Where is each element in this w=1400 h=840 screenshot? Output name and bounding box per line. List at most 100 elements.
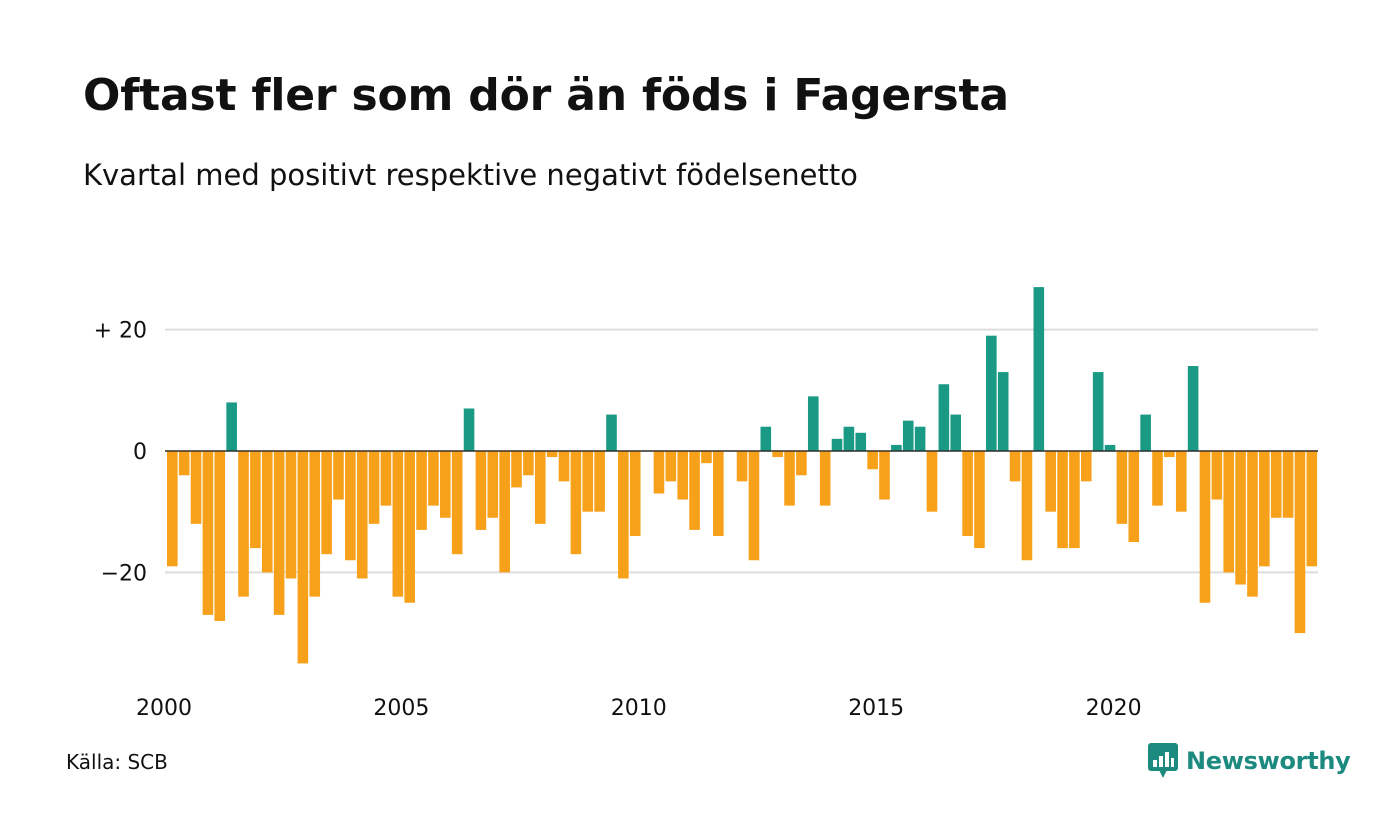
- bar: [677, 451, 689, 500]
- bar: [1187, 366, 1199, 451]
- bar: [1306, 451, 1318, 567]
- bar: [582, 451, 594, 512]
- bar: [1128, 451, 1140, 543]
- bar: [333, 451, 344, 500]
- bar: [178, 451, 190, 476]
- bar: [167, 451, 178, 567]
- bar: [1104, 444, 1116, 451]
- source-note: Källa: SCB: [66, 750, 168, 774]
- y-tick-label: 0: [133, 440, 147, 465]
- bar: [772, 451, 783, 458]
- brand-name: Newsworthy: [1186, 747, 1351, 775]
- bar: [297, 451, 309, 664]
- axis-labels: + 20 0 −20 2000 2005 2010 2015 2020: [94, 319, 1142, 721]
- bar: [1164, 451, 1175, 458]
- bar: [606, 414, 617, 451]
- bar: [321, 451, 332, 555]
- bar: [701, 451, 712, 464]
- bar: [1223, 451, 1235, 573]
- bar: [1080, 451, 1092, 482]
- bar: [1199, 451, 1211, 603]
- bar: [392, 451, 404, 597]
- bar: [475, 451, 487, 530]
- bar: [1259, 451, 1270, 567]
- bar: [867, 451, 878, 470]
- bar: [831, 438, 843, 451]
- bar: [404, 451, 415, 603]
- bar: [202, 451, 214, 615]
- chart-subtitle: Kvartal med positivt respektive negativt…: [83, 158, 858, 192]
- bar: [499, 451, 510, 573]
- bar: [926, 451, 938, 512]
- bar: [1045, 451, 1056, 512]
- x-tick-label: 2010: [611, 696, 667, 721]
- bar: [428, 451, 439, 506]
- bar: [748, 451, 760, 561]
- bar: [1247, 451, 1258, 597]
- bar: [451, 451, 463, 555]
- bar: [914, 426, 926, 451]
- bar: [1069, 451, 1080, 549]
- bar: [1033, 287, 1045, 451]
- bar: [226, 402, 237, 451]
- bar: [214, 451, 226, 621]
- bar: [962, 451, 973, 536]
- bar: [689, 451, 700, 530]
- bar: [1152, 451, 1163, 506]
- bar: [1211, 451, 1223, 500]
- bar: [736, 451, 748, 482]
- bar: [1282, 451, 1294, 518]
- bar: [546, 451, 558, 458]
- bar: [629, 451, 641, 536]
- bar: [523, 451, 534, 476]
- bar: [902, 420, 914, 451]
- bar: [843, 426, 855, 451]
- bar: [558, 451, 570, 482]
- bar: [891, 444, 902, 451]
- bar: [1235, 451, 1246, 585]
- bar: [1116, 451, 1128, 524]
- y-tick-label: −20: [101, 561, 147, 586]
- bar: [713, 451, 724, 536]
- x-tick-label: 2000: [136, 696, 192, 721]
- bar: [938, 384, 950, 451]
- bar: [261, 451, 273, 573]
- bar: [463, 408, 475, 451]
- bar: [250, 451, 261, 549]
- bar: [618, 451, 629, 579]
- bar: [345, 451, 356, 561]
- bar: [796, 451, 807, 476]
- bar: [273, 451, 285, 615]
- brand-logo: Newsworthy: [1148, 743, 1351, 779]
- bar: [1057, 451, 1068, 549]
- x-tick-label: 2005: [373, 696, 429, 721]
- bar: [653, 451, 665, 494]
- bar: [879, 451, 890, 500]
- bar: [487, 451, 499, 518]
- bar: [511, 451, 522, 488]
- y-tick-label: + 20: [94, 319, 147, 344]
- bar: [855, 432, 867, 451]
- bar: [285, 451, 297, 579]
- bar: [368, 451, 380, 524]
- bar: [974, 451, 985, 549]
- bar: [1294, 451, 1306, 634]
- bar: [1009, 451, 1021, 482]
- chart-title: Oftast fler som dör än föds i Fagersta: [83, 70, 1009, 121]
- bar: [190, 451, 202, 524]
- bar: [997, 372, 1009, 451]
- bar: [594, 451, 605, 512]
- bar: [1270, 451, 1282, 518]
- bar: [950, 414, 962, 451]
- bar: [356, 451, 368, 579]
- bar-chart: + 20 0 −20 2000 2005 2010 2015 2020: [94, 287, 1318, 721]
- bar: [807, 396, 819, 451]
- bar: [570, 451, 582, 555]
- bar: [1140, 414, 1151, 451]
- bar: [760, 426, 772, 451]
- bar: [309, 451, 321, 597]
- bar: [440, 451, 451, 518]
- bar: [986, 335, 997, 451]
- bar: [238, 451, 249, 597]
- x-tick-label: 2015: [848, 696, 904, 721]
